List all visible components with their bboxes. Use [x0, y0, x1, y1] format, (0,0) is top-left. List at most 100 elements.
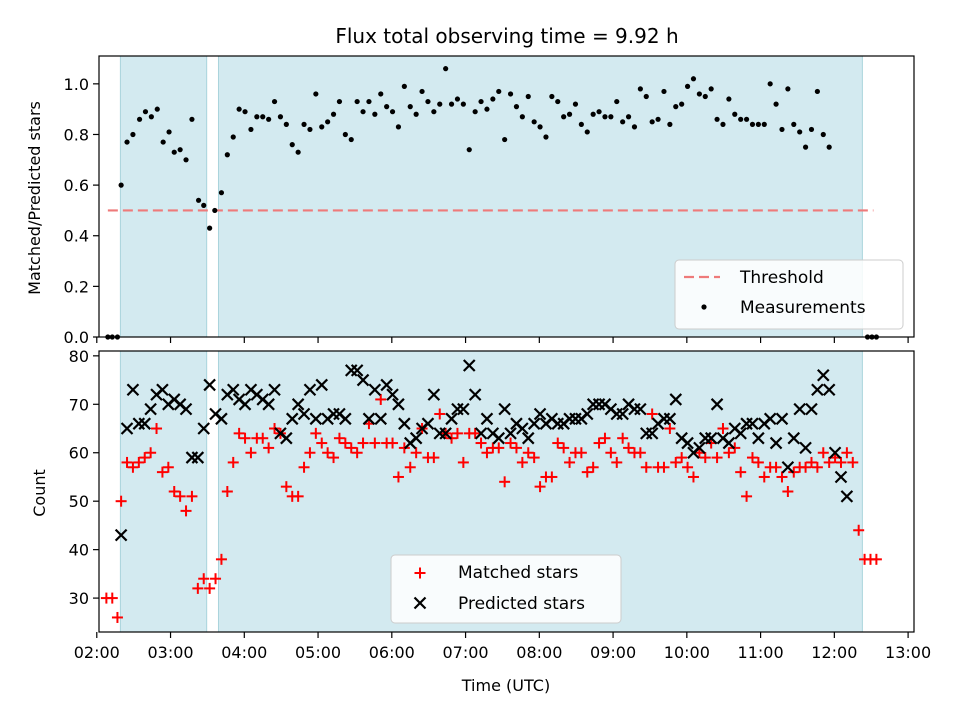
measurement-point	[212, 207, 218, 214]
legend-predicted-label: Predicted stars	[458, 594, 585, 614]
measurement-point	[614, 98, 620, 105]
measurement-point	[342, 131, 348, 138]
top-plot-frame	[98, 55, 915, 338]
top-legend: Threshold Measurements	[674, 259, 904, 330]
measurement-point	[348, 136, 354, 143]
y-tick-label: 0.4	[64, 227, 89, 246]
predicted-star-point-b	[303, 383, 317, 397]
measurement-point	[714, 116, 720, 122]
measurement-point	[295, 149, 301, 155]
measurement-point	[395, 124, 402, 130]
measurement-point	[743, 116, 750, 122]
predicted-star-point-b	[226, 383, 240, 397]
x-tick-label: 08:00	[516, 643, 562, 662]
measurement-point	[808, 126, 815, 133]
count-panel: 02:00 03:00 04:00 05:00 06:00 07:00 08:00 09:00…	[30, 347, 931, 695]
predicted-star-point-b	[421, 417, 435, 430]
predicted-star-point-b	[462, 359, 476, 372]
measurement-point	[726, 96, 732, 102]
measurement-point	[590, 111, 596, 117]
predicted-star-point-b	[380, 378, 393, 392]
predicted-star-point-b	[811, 383, 824, 397]
predicted-star-point-b	[191, 451, 205, 464]
measurement-point	[584, 129, 590, 135]
measurement-point	[283, 121, 289, 127]
measurement-point	[177, 147, 183, 153]
y-tick-label: 60	[69, 444, 89, 463]
measurement-point	[389, 109, 396, 115]
predicted-star-point-b	[291, 398, 305, 411]
top-x-ticks	[96, 337, 909, 343]
predicted-star-point-b	[285, 412, 299, 426]
predicted-star-point-b	[775, 412, 789, 426]
measurement-point	[684, 83, 691, 89]
measurement-point	[130, 131, 136, 138]
measurement-point	[207, 225, 213, 231]
measurement-point	[555, 98, 561, 105]
measurement-point	[779, 126, 785, 133]
predicted-star-point-b	[268, 383, 281, 397]
measurement-point	[460, 101, 466, 107]
y-tick-label: 50	[69, 492, 89, 511]
predicted-star-point-b	[179, 402, 193, 416]
measurement-point	[519, 114, 525, 120]
y-tick-label: 30	[69, 589, 89, 608]
measurement-point	[242, 109, 248, 115]
legend-predicted-marker-b	[413, 596, 427, 610]
measurement-point	[189, 116, 195, 122]
measurement-point	[826, 144, 832, 150]
predicted-star-point-b	[203, 378, 216, 392]
measurement-point	[171, 149, 177, 155]
predicted-star-point-b	[297, 407, 311, 421]
measurement-points	[105, 66, 879, 340]
measurement-point	[797, 129, 803, 135]
measurement-point	[537, 124, 543, 130]
measurement-point	[142, 109, 149, 115]
measurement-point	[236, 106, 242, 112]
measurement-point	[124, 139, 130, 145]
predicted-star-point-b	[197, 422, 211, 435]
predicted-star-point-b	[445, 412, 458, 426]
predicted-star-point-b	[427, 388, 441, 401]
x-tick-label: 02:00	[74, 643, 120, 662]
predicted-star-point-b	[468, 388, 482, 401]
measurement-point	[690, 76, 697, 82]
predicted-star-point-b	[386, 388, 399, 401]
legend-matched-swatch	[414, 567, 426, 579]
measurement-point	[702, 93, 708, 100]
bottom-y-ticks: 30 40 50 60 70 80	[69, 347, 99, 608]
measurement-point	[767, 81, 773, 87]
predicted-star-point-b	[409, 431, 423, 445]
predicted-star-point-b	[704, 431, 718, 445]
measurement-point	[466, 147, 472, 153]
measurement-point	[431, 109, 437, 115]
predicted-star-point-b	[439, 427, 452, 440]
measurement-point	[360, 109, 366, 115]
measurement-point	[814, 88, 820, 95]
measurement-point	[384, 104, 390, 110]
measurement-point	[260, 114, 266, 120]
measurement-point	[330, 111, 337, 117]
y-tick-label: 0.2	[64, 277, 89, 296]
measurement-point	[738, 116, 744, 122]
predicted-star-point-b	[398, 417, 411, 430]
measurement-point	[820, 131, 826, 138]
predicted-star-point-b	[793, 402, 806, 416]
measurement-point	[490, 96, 496, 102]
measurement-point	[195, 197, 202, 203]
measurement-point	[401, 83, 407, 89]
predicted-star-point-b	[114, 528, 128, 542]
measurement-point	[649, 119, 655, 125]
measurement-point	[277, 114, 284, 120]
predicted-star-point-b	[781, 460, 795, 474]
measurement-point	[631, 124, 638, 130]
measurement-point	[661, 88, 667, 95]
predicted-star-point-b	[663, 412, 677, 426]
measurement-point	[761, 121, 767, 127]
legend-measurement-swatch	[701, 304, 707, 310]
y-tick-label: 70	[69, 395, 89, 414]
measurement-point	[732, 111, 738, 117]
predicted-star-points	[114, 359, 854, 542]
measurement-point	[773, 101, 779, 107]
measurement-point	[307, 126, 313, 133]
